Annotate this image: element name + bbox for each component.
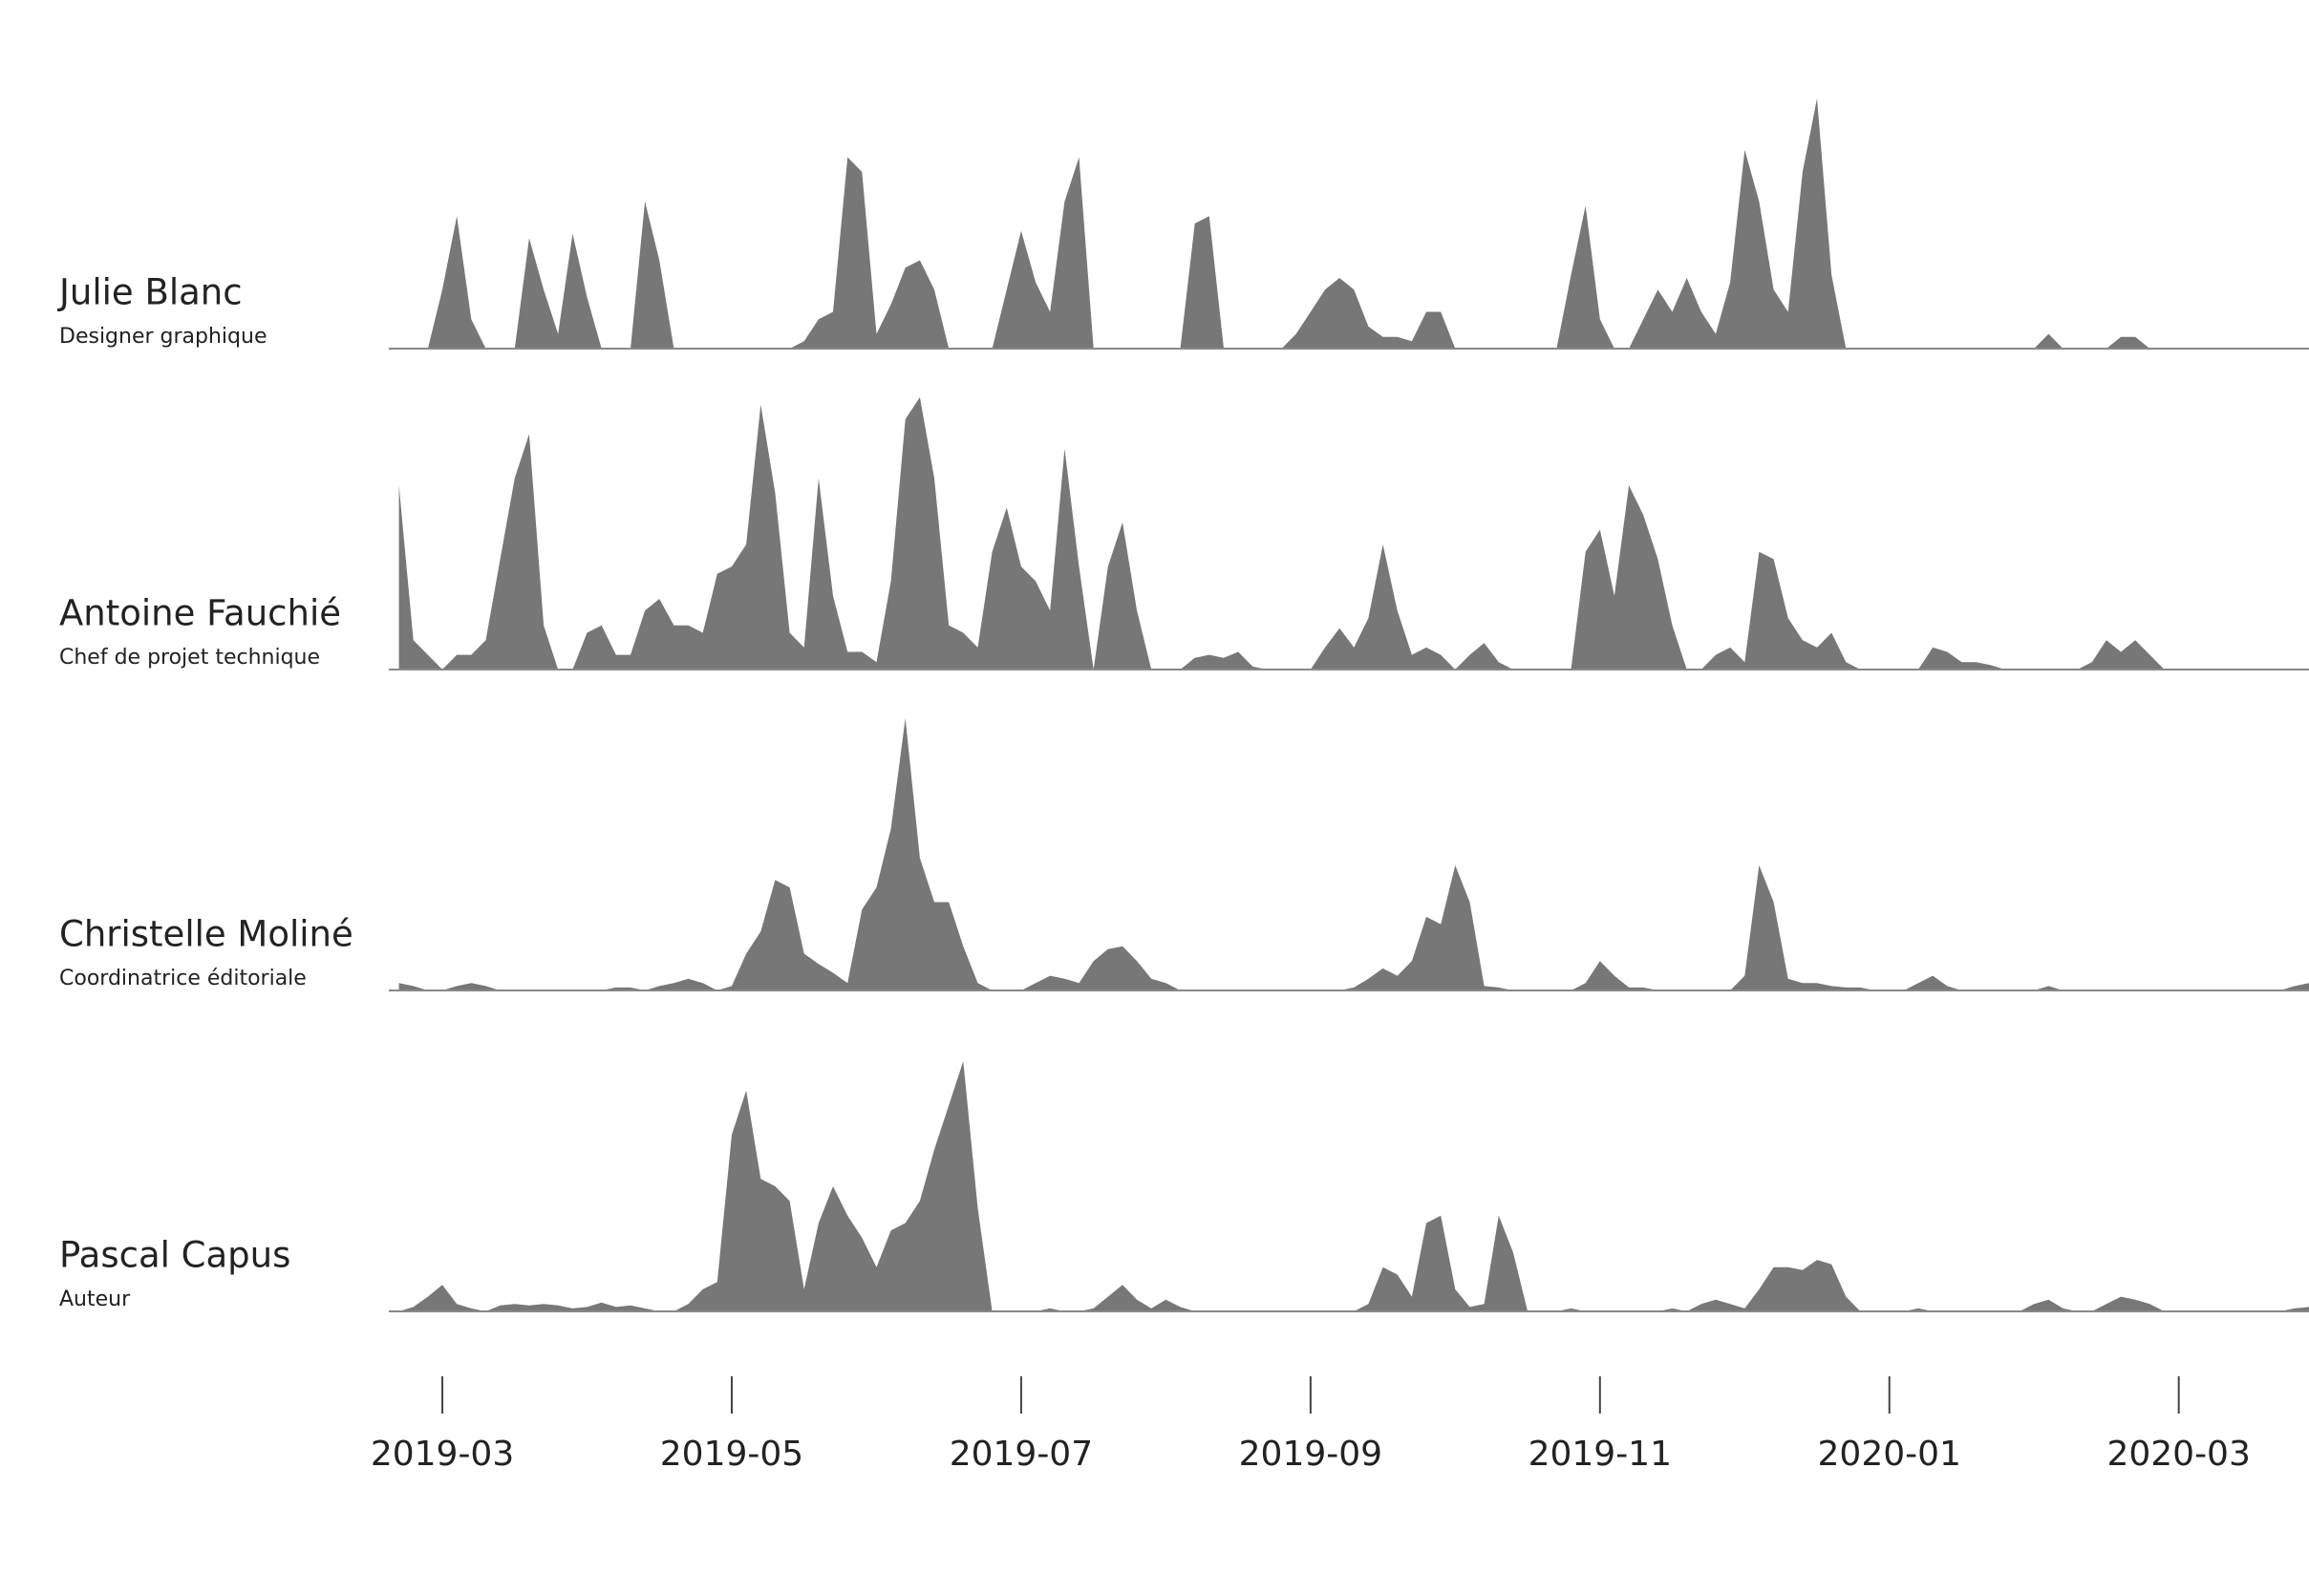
x-tick-label: 2019-09 — [1239, 1435, 1382, 1474]
x-tick-label: 2019-07 — [950, 1435, 1093, 1474]
x-tick-label: 2019-11 — [1529, 1435, 1672, 1474]
x-tick-label: 2019-03 — [371, 1435, 514, 1474]
x-tick-label: 2020-03 — [2106, 1435, 2250, 1474]
ridge-area — [398, 396, 2309, 670]
x-tick-label: 2019-05 — [660, 1435, 803, 1474]
ridge-area — [398, 1061, 2309, 1311]
ridge-area — [398, 717, 2309, 990]
series-role: Designer graphique — [59, 325, 267, 349]
series-role: Chef de projet technique — [59, 646, 320, 670]
x-tick-label: 2020-01 — [1818, 1435, 1961, 1474]
series-name: Julie Blanc — [57, 272, 243, 313]
series-role: Coordinatrice éditoriale — [59, 967, 307, 990]
series-name: Christelle Moliné — [59, 914, 353, 955]
ridge-area — [398, 98, 2309, 349]
series-name: Antoine Fauchié — [59, 593, 341, 634]
series-role: Auteur — [59, 1287, 131, 1311]
series-name: Pascal Capus — [59, 1235, 290, 1276]
